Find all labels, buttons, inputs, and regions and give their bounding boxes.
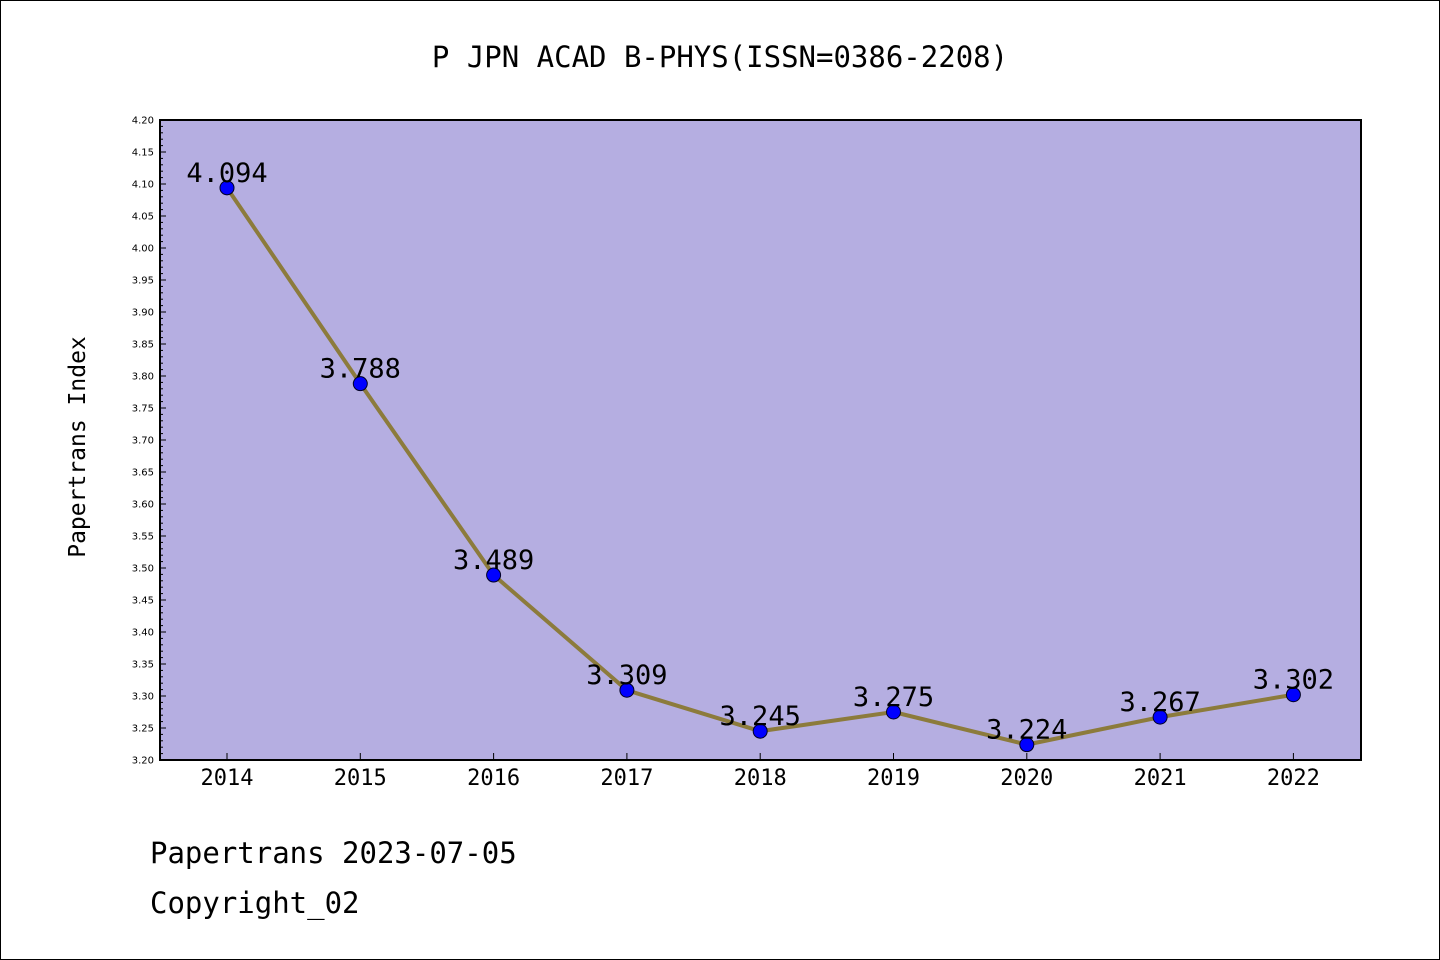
data-label: 3.309	[586, 660, 667, 691]
y-tick-label: 3.95	[132, 276, 154, 287]
data-labels-group: 4.094 3.788 3.489 3.309 3.245 3.275 3.224 3.267…	[186, 158, 1334, 746]
y-tick-label: 4.05	[132, 212, 154, 223]
y-tick-label: 3.75	[132, 404, 154, 415]
data-point-marker	[352, 376, 368, 392]
data-point-marker	[1152, 709, 1168, 725]
y-tick-label: 4.10	[132, 180, 154, 191]
data-point-marker	[886, 704, 901, 720]
y-tick-label: 3.50	[132, 564, 154, 575]
data-label: 3.489	[453, 545, 534, 576]
x-axis-ticks: 2014 2015 2016 2017 2018 2019 2020 2021 2022	[201, 753, 1320, 791]
y-tick-label: 3.25	[132, 724, 154, 735]
data-point-marker	[752, 723, 768, 739]
y-tick-label: 3.35	[132, 660, 154, 671]
x-tick-label: 2017	[600, 766, 653, 791]
y-tick-label: 3.30	[132, 692, 154, 703]
x-tick-label: 2016	[467, 766, 520, 791]
data-label: 3.788	[320, 354, 401, 385]
x-tick-label: 2014	[201, 766, 254, 791]
y-tick-label: 4.00	[132, 244, 154, 255]
x-tick-label: 2018	[734, 766, 787, 791]
data-label: 3.224	[986, 715, 1067, 746]
data-point-marker	[219, 180, 235, 196]
footer-date: Papertrans 2023-07-05	[150, 836, 517, 870]
y-axis-label: Papertrans Index	[65, 336, 91, 558]
y-tick-label: 3.40	[132, 628, 154, 639]
y-tick-label: 3.65	[132, 468, 154, 479]
y-tick-label: 3.55	[132, 532, 154, 543]
x-tick-label: 2015	[334, 766, 387, 791]
y-tick-label: 4.15	[132, 148, 154, 159]
data-label: 4.094	[186, 158, 267, 189]
x-tick-label: 2019	[867, 766, 920, 791]
data-point-marker	[486, 567, 502, 583]
y-tick-label: 4.20	[132, 116, 154, 127]
y-tick-label: 3.70	[132, 436, 154, 447]
data-point-marker	[619, 682, 635, 698]
data-label: 3.267	[1119, 687, 1200, 718]
y-axis-ticks: 3.20 3.25 3.30 3.35 3.40 3.45 3.50 3.55 3.60 3.65…	[132, 116, 166, 767]
y-tick-label: 3.90	[132, 308, 154, 319]
y-tick-label: 3.20	[132, 756, 154, 767]
series-group	[219, 180, 1301, 753]
chart-title: P JPN ACAD B-PHYS(ISSN=0386-2208)	[432, 40, 1008, 74]
y-tick-label: 3.85	[132, 340, 154, 351]
data-point-marker	[1019, 737, 1035, 753]
y-tick-label: 3.60	[132, 500, 154, 511]
x-tick-label: 2021	[1134, 766, 1187, 791]
footer-copyright: Copyright_02	[150, 886, 360, 920]
y-tick-label: 3.45	[132, 596, 154, 607]
x-tick-label: 2022	[1267, 766, 1320, 791]
data-label: 3.275	[853, 682, 934, 713]
plot-area	[159, 119, 1362, 761]
data-point-marker	[1285, 687, 1301, 703]
y-tick-label: 3.80	[132, 372, 154, 383]
x-tick-label: 2020	[1000, 766, 1053, 791]
data-label: 3.245	[720, 701, 801, 732]
data-label: 3.302	[1253, 665, 1334, 696]
